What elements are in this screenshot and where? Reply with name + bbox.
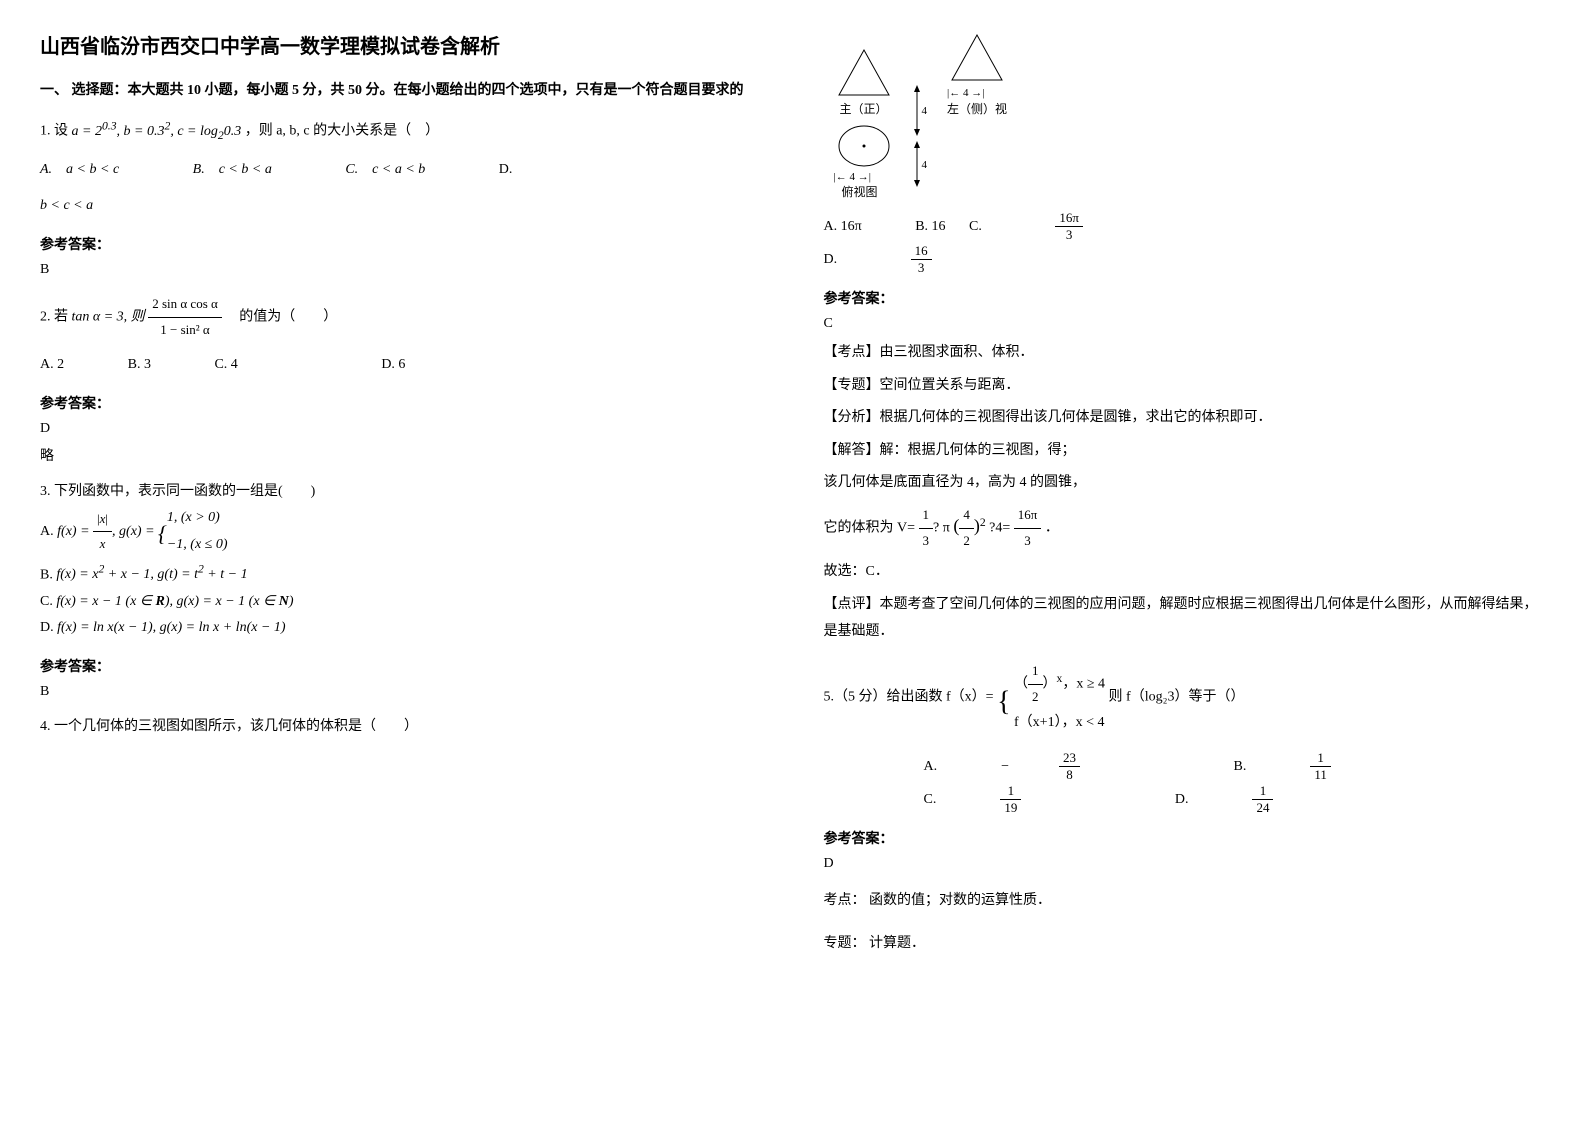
q1-prefix: 1. 设 [40,124,68,139]
q1-optC: C. c < a < b [345,157,425,184]
q5-optD: D. 124 [1175,783,1374,816]
q4-front-label: 主（正） [834,100,894,117]
q1-suffix: ，则 a, b, c 的大小关系是（ ） [245,124,439,139]
q4-c4: 【解答】解：根据几何体的三视图，得； [824,438,1548,465]
answer-label-1: 参考答案： [40,234,764,254]
q2-answer: D [40,421,764,437]
q4-c6: 故选：C． [824,559,1548,586]
q5-optC: C. 119 [924,783,1122,816]
q3-optD-label: D. [40,620,54,635]
q4-c5: 该几何体是底面直径为 4，高为 4 的圆锥， [824,470,1548,497]
question-5: 5.（5 分）给出函数 f（x）= { （12）x，x ≥ 4 f（x+1），x… [824,659,1548,736]
q2-body-pre: tan α = 3, 则 [72,309,145,324]
answer-label-5: 参考答案： [824,828,1548,848]
q5-line2: f（x+1），x < 4 [1014,710,1105,737]
answer-label-3: 参考答案： [40,656,764,676]
q1-optB: B. c < b < a [193,157,272,184]
q3-optA-label: A. [40,524,54,539]
q4-front-view: 主（正） [834,45,894,117]
q4-c2: 【专题】空间位置关系与距离． [824,373,1548,400]
q4-optA: A. 16π [824,219,862,235]
q1-formula: a = 20.3, b = 0.32, c = log20.3 [72,124,242,139]
section1-title: 一、 选择题：本大题共 10 小题，每小题 5 分，共 50 分。在每小题给出的… [40,79,764,99]
q3-stem: 3. 下列函数中，表示同一函数的一组是( ) [40,479,764,506]
q2-frac-num: 2 sin α cos α [148,292,222,318]
q4-diagram: 主（正） 4 |← 4 →|左（侧）视 [824,30,1548,200]
q2-optB: B. 3 [128,352,151,379]
q1-answer: B [40,262,764,278]
q5-optA: A. −238 [924,750,1181,783]
q5-pre: 5.（5 分）给出函数 f（x）= [824,690,994,705]
q3-optB-formula: f(x) = x2 + x − 1, g(t) = t2 + t − 1 [56,567,247,582]
q2-frac-den: 1 − sin² α [148,318,222,343]
question-4-stem: 4. 一个几何体的三视图如图所示，该几何体的体积是（ ） [40,714,764,741]
q2-options: A. 2 B. 3 C. 4 D. 6 [40,352,764,379]
q4-answer: C [824,316,1548,332]
q3-optC-label: C. [40,594,53,609]
question-2: 2. 若 tan α = 3, 则 2 sin α cos α 1 − sin²… [40,292,764,379]
q3-optA: A. f(x) = |x|x, g(x) = {1, (x > 0)−1, (x… [40,505,764,558]
q3-optA-formula: f(x) = |x|x, g(x) = {1, (x > 0)−1, (x ≤ … [57,524,227,539]
question-3: 3. 下列函数中，表示同一函数的一组是( ) A. f(x) = |x|x, g… [40,479,764,642]
q2-prefix: 2. 若 [40,309,68,324]
q2-optD: D. 6 [381,352,405,379]
q3-optB: B. f(x) = x2 + x − 1, g(t) = t2 + t − 1 [40,559,764,589]
q5-options: A. −238 B. 111 C. 119 D. 124 [924,750,1548,816]
q3-optC: C. f(x) = x − 1 (x ∈ R), g(x) = x − 1 (x… [40,589,764,616]
q4-side-label: 左（侧）视 [947,102,1007,116]
q3-optC-formula: f(x) = x − 1 (x ∈ R), g(x) = x − 1 (x ∈ … [56,594,293,609]
q4-top-label: 俯视图 [842,183,1548,200]
q4-optD: D. 163 [824,243,1072,276]
q3-answer: B [40,684,764,700]
q1-optD-body: b < c < a [40,193,764,220]
q2-optA: A. 2 [40,352,64,379]
q4-side-view: |← 4 →|左（侧）视 [947,30,1007,117]
page-title: 山西省临汾市西交口中学高一数学理模拟试卷含解析 [40,30,764,59]
q1-options: A. a < b < c B. c < b < a C. c < a < b D… [40,157,764,184]
q1-optD-label: D. [499,157,513,184]
q5-c1: 考点： 函数的值；对数的运算性质． [824,888,1548,915]
q1-optA: A. a < b < c [40,157,119,184]
q4-volume: 它的体积为 V= 13? π (42)2 ?4= 16π3 ． [824,503,1548,553]
q5-answer: D [824,856,1548,872]
q2-fraction: 2 sin α cos α 1 − sin² α [148,292,222,342]
answer-label-2: 参考答案： [40,393,764,413]
q3-optD-formula: f(x) = ln x(x − 1), g(x) = ln x + ln(x −… [57,620,285,635]
q2-suffix: 的值为（ ） [225,309,337,324]
q4-dim-vertical-2: 4 [908,139,928,171]
q4-c3: 【分析】根据几何体的三视图得出该几何体是圆锥，求出它的体积即可． [824,405,1548,432]
q4-top-view [834,121,894,171]
q4-c7: 【点评】本题考查了空间几何体的三视图的应用问题，解题时应根据三视图得出几何体是什… [824,592,1548,645]
q3-optD: D. f(x) = ln x(x − 1), g(x) = ln x + ln(… [40,615,764,642]
q4-c1: 【考点】由三视图求面积、体积． [824,340,1548,367]
q4-options: A. 16π B. 16 C. 16π3 D. 163 [824,210,1548,276]
q3-optB-label: B. [40,567,53,582]
q4-optB: B. 16 [915,219,945,235]
q2-optC: C. 4 [214,352,237,379]
answer-label-4: 参考答案： [824,288,1548,308]
right-column: 主（正） 4 |← 4 →|左（侧）视 [824,30,1548,963]
question-1: 1. 设 a = 20.3, b = 0.32, c = log20.3 ，则 … [40,115,764,220]
q4-dim-vertical: 4 [908,83,928,117]
left-column: 山西省临汾市西交口中学高一数学理模拟试卷含解析 一、 选择题：本大题共 10 小… [40,30,764,963]
q5-optB: B. 111 [1234,750,1431,783]
q5-c2: 专题： 计算题． [824,931,1548,958]
q5-suf: 则 f（log₂3）等于（） [1109,690,1245,705]
q4-optC: C. 16π3 [969,210,1223,243]
q2-note: 略 [40,445,764,465]
